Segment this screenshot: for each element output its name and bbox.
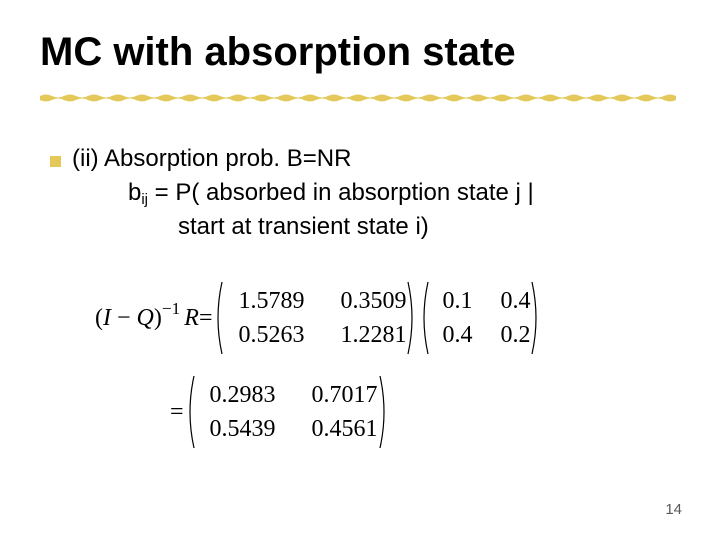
- mB-r0c1: 0.4: [488, 284, 530, 318]
- eq-sign-2: =: [170, 399, 184, 426]
- mA-r1c0: 0.5263: [224, 318, 304, 352]
- page-number: 14: [665, 501, 682, 518]
- mB-r0c0: 0.1: [430, 284, 472, 318]
- mA-r0c0: 1.5789: [224, 284, 304, 318]
- lhs-close: ): [154, 305, 162, 331]
- mA-r0c1: 0.3509: [326, 284, 406, 318]
- mC-r1c1: 0.4561: [298, 412, 378, 446]
- eq-sign-1: =: [199, 305, 213, 332]
- bij-rest: = P( absorbed in absorption state j |: [148, 179, 534, 206]
- matrixC-lparen: [184, 374, 196, 450]
- bullet-marker: [50, 154, 60, 164]
- bullet-line-2: bij = P( absorbed in absorption state j …: [128, 179, 670, 207]
- lhs-I: I: [103, 305, 111, 331]
- bullet-line-3: start at transient state i): [178, 213, 670, 241]
- mC-r1c0: 0.5439: [196, 412, 276, 446]
- bij-b: b: [128, 179, 141, 206]
- title-underline: [40, 90, 680, 104]
- matrixC-col2: 0.7017 0.4561: [298, 378, 378, 446]
- matrixB-col1: 0.1 0.4: [430, 284, 472, 352]
- lhs-sup: −1: [162, 299, 180, 318]
- mC-r0c1: 0.7017: [298, 378, 378, 412]
- matrixC-rparen: [378, 374, 390, 450]
- math-area: (I − Q)−1R = 1.5789 0.5263 0.3509 1.2281: [95, 280, 655, 450]
- math-row-1: (I − Q)−1R = 1.5789 0.5263 0.3509 1.2281: [95, 280, 655, 356]
- matrixB-lparen: [418, 280, 430, 356]
- slide: MC with absorption state (ii) Absorption…: [0, 0, 720, 540]
- lhs-open: (: [95, 305, 103, 331]
- mB-r1c1: 0.2: [488, 318, 530, 352]
- mB-r1c0: 0.4: [430, 318, 472, 352]
- lhs-R: R: [184, 305, 199, 331]
- math-row-2: = 0.2983 0.5439 0.7017 0.4561: [170, 374, 655, 450]
- lhs-minus: −: [111, 305, 137, 331]
- matrixB-rparen: [530, 280, 542, 356]
- slide-title: MC with absorption state: [40, 30, 680, 75]
- lhs-Q: Q: [137, 305, 154, 331]
- matrixB-col2: 0.4 0.2: [488, 284, 530, 352]
- bij-sub: ij: [141, 192, 148, 208]
- mC-r0c0: 0.2983: [196, 378, 276, 412]
- matrixA-col1: 1.5789 0.5263: [224, 284, 304, 352]
- bullet-line-1: (ii) Absorption prob. B=NR: [72, 145, 351, 173]
- lhs: (I − Q)−1R: [95, 305, 199, 332]
- bullet-block: (ii) Absorption prob. B=NR bij = P( abso…: [50, 145, 670, 241]
- matrixA-lparen: [212, 280, 224, 356]
- matrixC-col1: 0.2983 0.5439: [196, 378, 276, 446]
- bullet-item: (ii) Absorption prob. B=NR: [50, 145, 670, 173]
- matrixA-col2: 0.3509 1.2281: [326, 284, 406, 352]
- matrixA-rparen: [406, 280, 418, 356]
- mA-r1c1: 1.2281: [326, 318, 406, 352]
- underline-path: [40, 95, 676, 102]
